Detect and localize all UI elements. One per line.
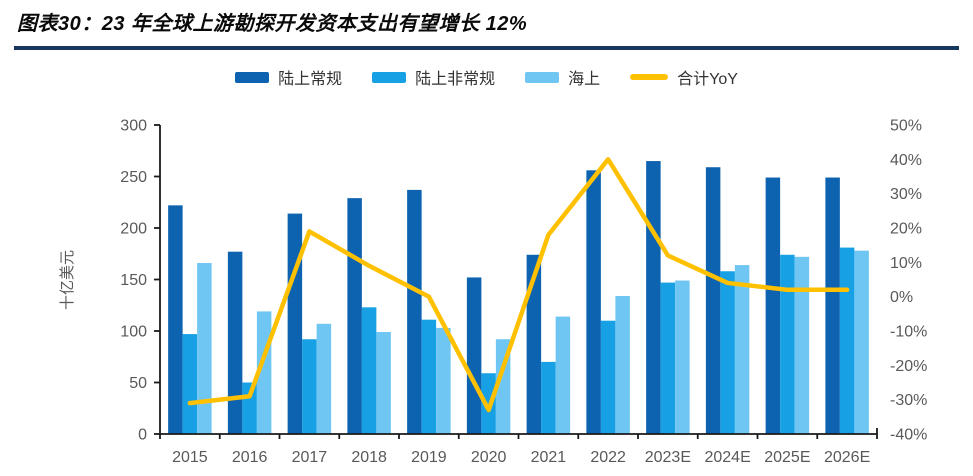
x-axis-label: 2020 <box>471 449 507 466</box>
right-axis-tick-label: -40% <box>890 427 927 444</box>
legend-color-swatch <box>235 71 270 83</box>
bar-陆上非常规-2022 <box>600 320 616 434</box>
right-axis-tick-label: 30% <box>890 186 922 203</box>
right-axis-tick-label: 0% <box>890 289 913 306</box>
bar-海上-2018 <box>376 332 391 434</box>
left-axis-tick-label: 100 <box>120 324 147 341</box>
right-axis-tick-label: 10% <box>890 255 922 272</box>
left-axis-tick-label: 250 <box>120 169 147 186</box>
bar-陆上常规-2016 <box>227 251 243 434</box>
left-axis-tick-label: 150 <box>120 272 147 289</box>
legend-item-3: 海上 <box>525 65 600 89</box>
bar-海上-2026E <box>854 250 869 434</box>
right-axis-tick-label: -10% <box>890 324 927 341</box>
bar-陆上常规-2022 <box>586 170 601 434</box>
x-axis-label: 2024E <box>704 449 750 466</box>
chart-legend: 陆上常规 陆上非常规 海上 合计YoY <box>0 65 973 89</box>
bar-陆上非常规-2015 <box>182 334 198 434</box>
bar-陆上非常规-2026E <box>839 247 855 434</box>
x-axis-label: 2026E <box>824 449 870 466</box>
left-axis-title: 十亿美元 <box>59 250 76 310</box>
bar-陆上非常规-2018 <box>361 307 377 434</box>
yoy-line-合计YoY <box>187 157 850 413</box>
bar-陆上常规-2019 <box>407 189 422 434</box>
left-axis-tick-label: 0 <box>138 427 147 444</box>
right-axis-tick-label: 50% <box>890 118 922 135</box>
bar-海上-2019 <box>436 327 451 434</box>
bar-陆上非常规-2017 <box>302 339 317 434</box>
bar-陆上非常规-2021 <box>541 361 556 434</box>
left-axis-tick-label: 300 <box>120 118 147 135</box>
legend-color-swatch <box>372 71 407 83</box>
x-axis-label: 2017 <box>292 449 328 466</box>
figure-title: 图表30：23 年全球上游勘探开发资本支出有望增长 12% <box>17 13 528 35</box>
bar-海上-2021 <box>555 316 571 434</box>
bar-海上-2025E <box>794 256 810 434</box>
legend-label: 合计YoY <box>677 71 738 88</box>
legend-item-2: 陆上非常规 <box>372 65 495 89</box>
legend-label: 陆上常规 <box>278 71 343 88</box>
bar-陆上常规-2021 <box>526 254 542 434</box>
x-axis-label: 2023E <box>645 449 691 466</box>
right-axis-tick-label: -20% <box>890 358 927 375</box>
x-axis-label: 2018 <box>351 449 387 466</box>
right-axis-tick-label: -30% <box>890 392 927 409</box>
legend-label: 海上 <box>568 71 601 88</box>
bar-陆上常规-2017 <box>287 213 303 434</box>
x-axis-label: 2022 <box>590 449 626 466</box>
x-axis-label: 2016 <box>232 449 268 466</box>
legend-label: 陆上非常规 <box>415 71 496 88</box>
bar-海上-2024E <box>734 265 750 434</box>
legend-color-swatch <box>525 71 560 83</box>
bar-陆上非常规-2025E <box>780 254 795 434</box>
bar-陆上常规-2023E <box>646 161 661 435</box>
legend-line-swatch <box>630 74 669 80</box>
bar-海上-2017 <box>316 323 332 434</box>
legend-item-4: 合计YoY <box>630 65 738 89</box>
bar-陆上常规-2025E <box>765 177 781 434</box>
bar-陆上常规-2018 <box>347 198 362 434</box>
bar-海上-2015 <box>197 263 212 434</box>
x-axis-label: 2015 <box>172 449 208 466</box>
x-axis-label: 2021 <box>531 449 567 466</box>
left-axis-tick-label: 50 <box>129 375 147 392</box>
x-axis-label: 2019 <box>411 449 447 466</box>
bar-陆上常规-2020 <box>466 277 482 434</box>
title-underline-rule <box>14 46 959 50</box>
bar-海上-2022 <box>615 295 630 434</box>
x-axis-label: 2025E <box>764 449 810 466</box>
bar-陆上非常规-2019 <box>421 319 437 434</box>
legend-item-1: 陆上常规 <box>235 65 342 89</box>
right-axis-tick-label: 40% <box>890 152 922 169</box>
bar-陆上非常规-2024E <box>720 271 735 434</box>
bar-海上-2023E <box>675 280 690 434</box>
right-axis-tick-label: 20% <box>890 221 922 238</box>
bar-陆上常规-2015 <box>168 205 183 434</box>
bar-陆上常规-2026E <box>825 177 840 434</box>
bar-陆上常规-2024E <box>705 167 721 435</box>
left-axis-tick-label: 200 <box>120 221 147 238</box>
bar-陆上非常规-2023E <box>660 282 676 434</box>
